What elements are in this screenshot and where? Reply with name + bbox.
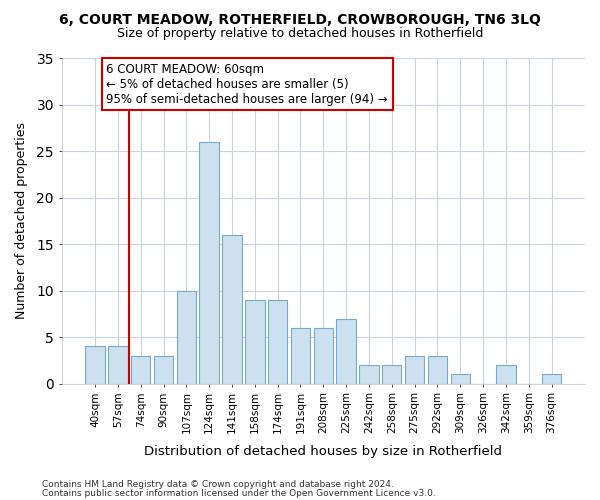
Bar [382, 365, 401, 384]
Text: Size of property relative to detached houses in Rotherfield: Size of property relative to detached ho… [117, 28, 483, 40]
Bar [337, 318, 356, 384]
Text: Contains HM Land Registry data © Crown copyright and database right 2024.: Contains HM Land Registry data © Crown c… [42, 480, 394, 489]
Text: Contains public sector information licensed under the Open Government Licence v3: Contains public sector information licen… [42, 490, 436, 498]
Bar [405, 356, 424, 384]
Bar [359, 365, 379, 384]
Bar [268, 300, 287, 384]
Bar [314, 328, 333, 384]
Text: 6, COURT MEADOW, ROTHERFIELD, CROWBOROUGH, TN6 3LQ: 6, COURT MEADOW, ROTHERFIELD, CROWBOROUG… [59, 12, 541, 26]
Bar [291, 328, 310, 384]
Bar [428, 356, 447, 384]
Bar [245, 300, 265, 384]
Bar [496, 365, 515, 384]
Bar [451, 374, 470, 384]
Bar [154, 356, 173, 384]
Bar [223, 235, 242, 384]
Y-axis label: Number of detached properties: Number of detached properties [15, 122, 28, 320]
Bar [176, 290, 196, 384]
Bar [542, 374, 561, 384]
Bar [131, 356, 151, 384]
Bar [108, 346, 128, 384]
Text: 6 COURT MEADOW: 60sqm
← 5% of detached houses are smaller (5)
95% of semi-detach: 6 COURT MEADOW: 60sqm ← 5% of detached h… [106, 62, 388, 106]
Bar [85, 346, 105, 384]
Bar [199, 142, 219, 384]
X-axis label: Distribution of detached houses by size in Rotherfield: Distribution of detached houses by size … [144, 444, 502, 458]
